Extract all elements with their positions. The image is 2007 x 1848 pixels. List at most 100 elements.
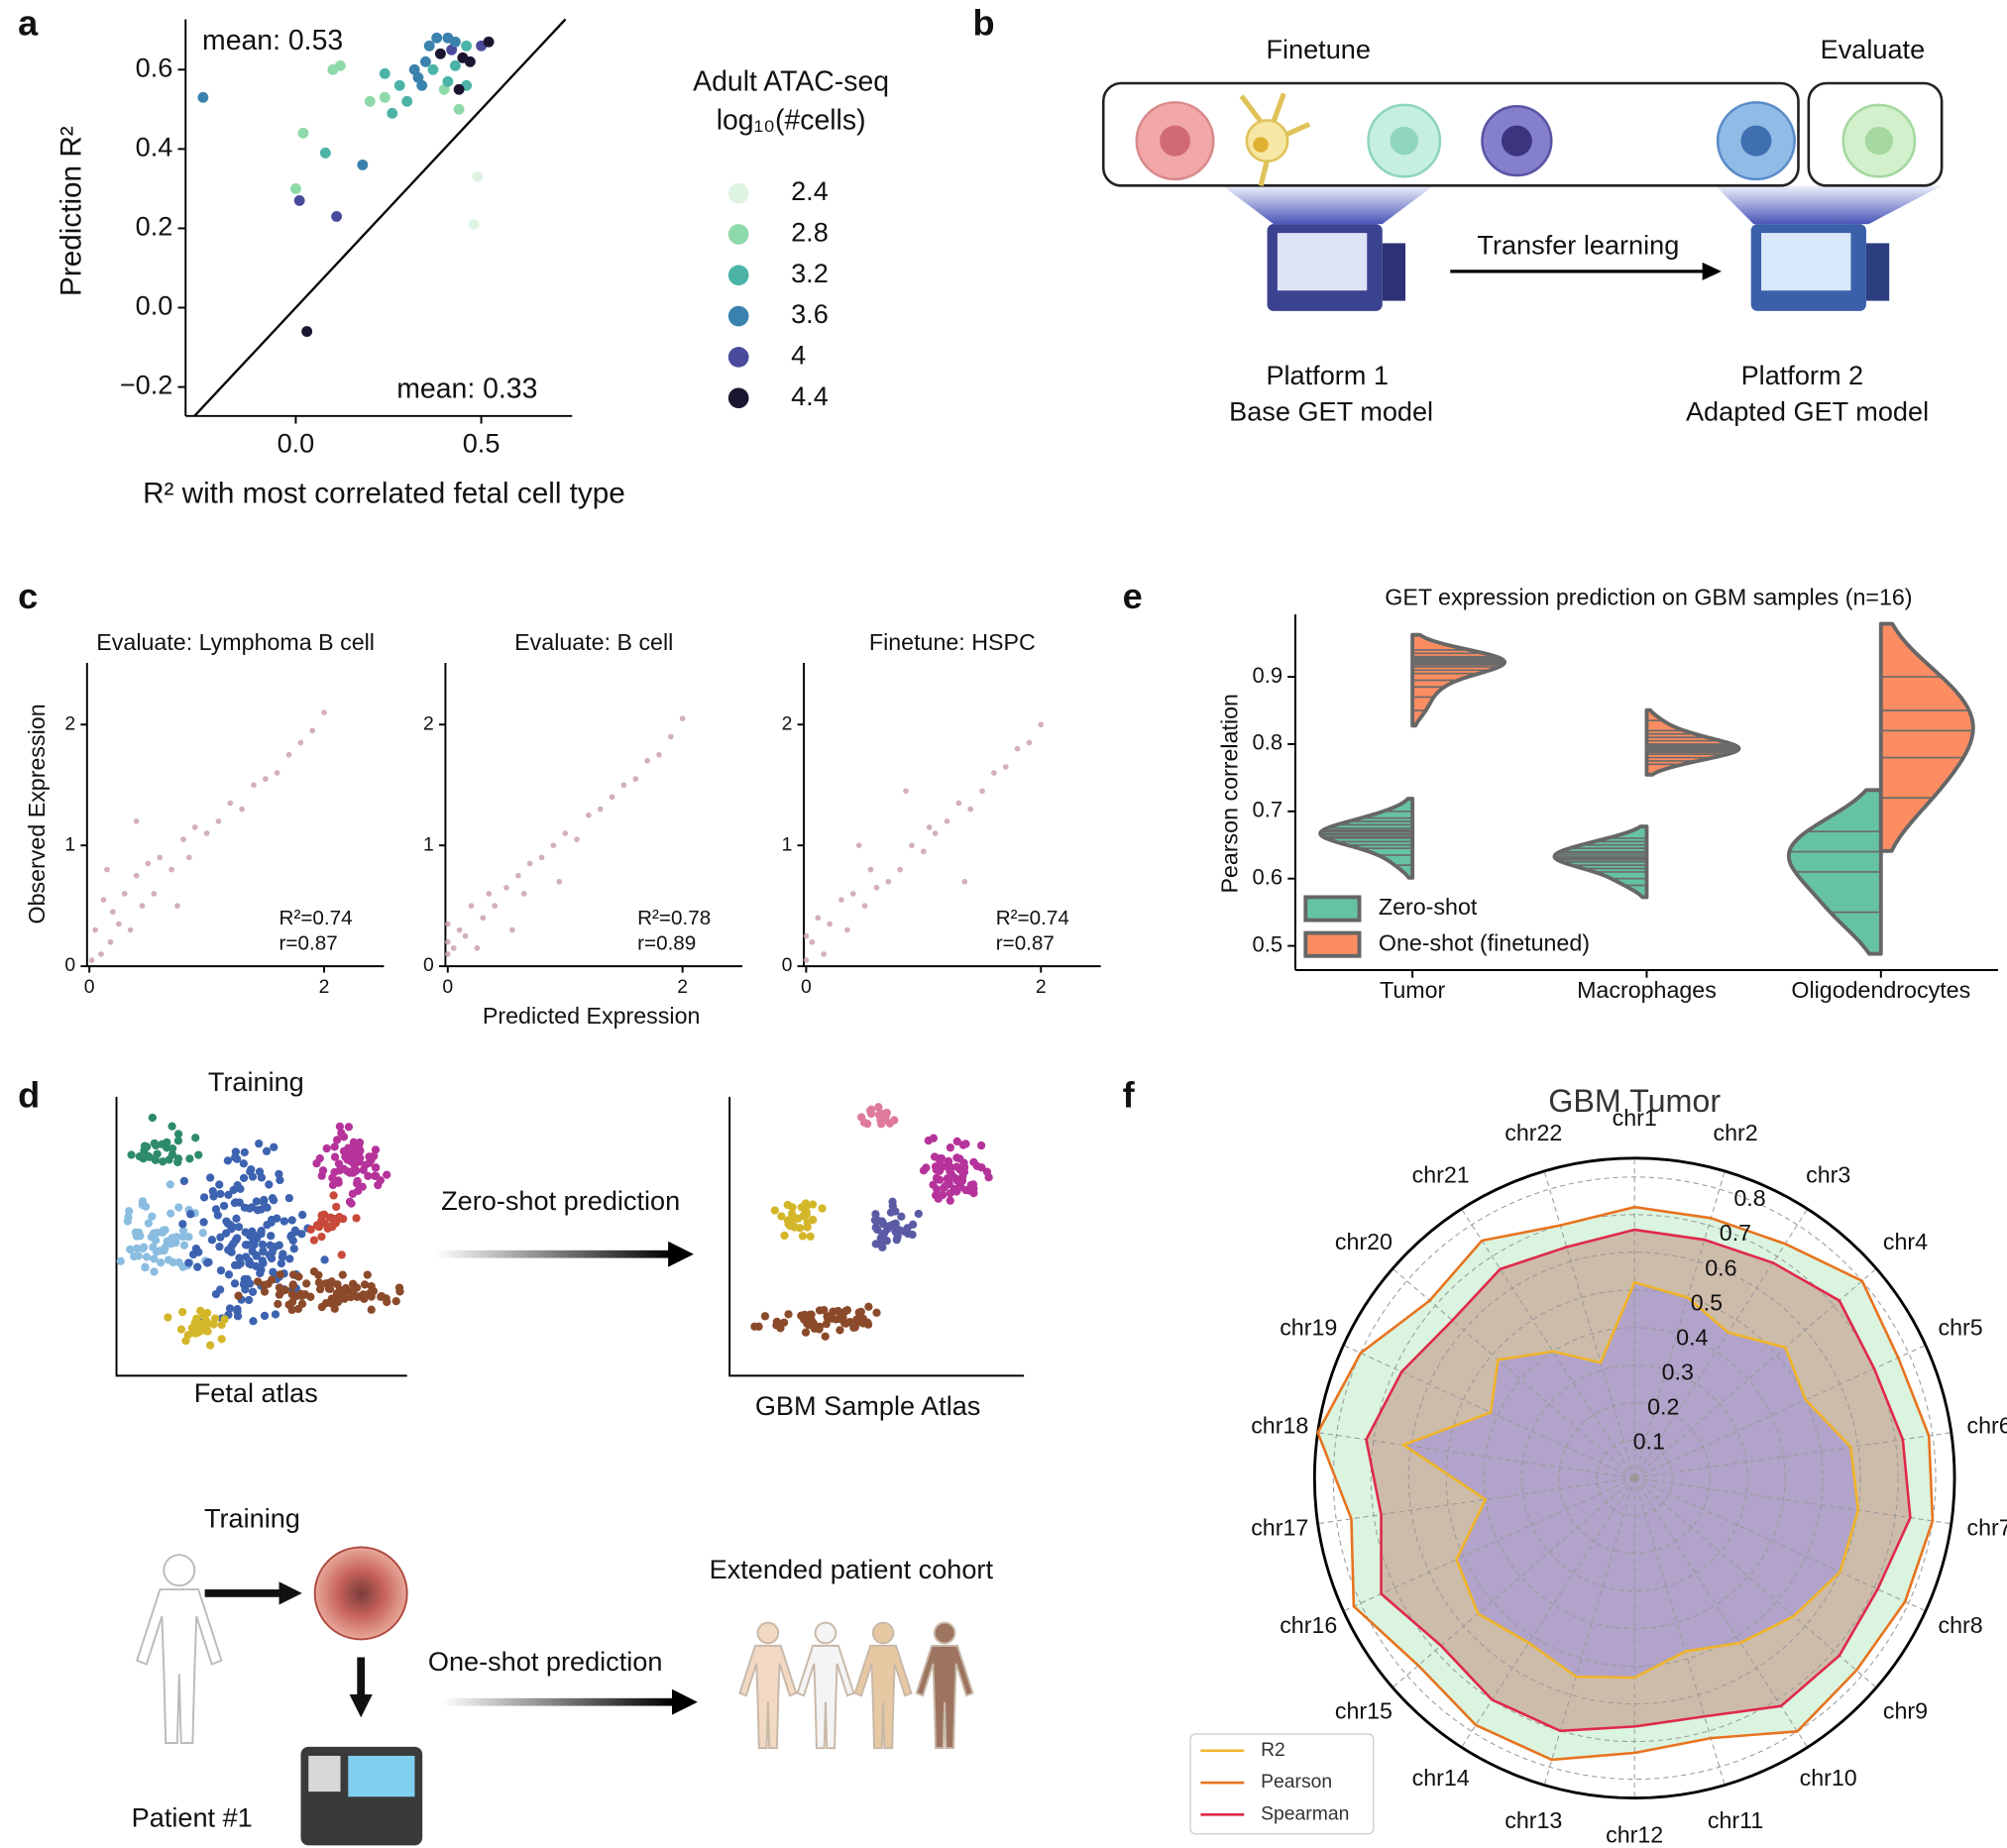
point: [334, 59, 346, 71]
person-body: [853, 1644, 913, 1750]
category-label: chr22: [1505, 1120, 1562, 1145]
category-label: chr21: [1412, 1162, 1470, 1188]
point: [609, 794, 615, 801]
cluster-dot: [865, 1106, 875, 1116]
cluster-dot: [191, 1244, 201, 1253]
cluster-dot: [803, 1223, 812, 1232]
cluster-dot: [194, 1150, 203, 1159]
cluster-dot: [335, 1122, 345, 1131]
point: [844, 926, 850, 933]
cluster-dot: [815, 1306, 825, 1315]
point: [486, 891, 493, 897]
y-tick-label: 0.0: [136, 290, 173, 321]
cluster-dot: [349, 1285, 358, 1295]
point: [462, 932, 469, 939]
r-tick-label: 0.2: [1647, 1394, 1679, 1420]
cluster-dot: [234, 1223, 244, 1232]
point: [301, 326, 313, 337]
cluster-dot: [275, 1241, 283, 1250]
cluster-dot: [331, 1293, 340, 1302]
cluster-dot: [888, 1197, 897, 1206]
person-head: [871, 1621, 895, 1645]
cluster-dot: [138, 1244, 148, 1253]
cluster-dot: [198, 1310, 208, 1319]
category-label: chr6: [1967, 1412, 2007, 1438]
cluster-dot: [253, 1206, 263, 1215]
point: [157, 854, 164, 861]
category-label: chr13: [1505, 1807, 1562, 1833]
category-label: chr2: [1713, 1120, 1757, 1145]
cluster-dot: [134, 1228, 144, 1238]
cluster-dot: [333, 1280, 342, 1289]
cluster-dot: [946, 1189, 954, 1198]
point: [821, 951, 828, 957]
machine-icon: [1750, 224, 1890, 311]
point: [215, 817, 222, 824]
point: [1014, 745, 1021, 752]
point: [88, 957, 95, 963]
radar-line: [1400, 1280, 1860, 1680]
point: [456, 926, 463, 933]
category-label: chr20: [1335, 1229, 1393, 1254]
category-label: chr16: [1280, 1612, 1337, 1638]
category-label: chr10: [1800, 1765, 1857, 1791]
cluster-dot: [233, 1312, 243, 1321]
y-tick-label: 1: [782, 833, 793, 855]
point: [483, 36, 495, 48]
legend-label: R2: [1261, 1739, 1285, 1761]
annotation: R²=0.78: [637, 907, 711, 929]
cluster-dot: [255, 1140, 264, 1148]
r-tick-label: 0.7: [1720, 1220, 1751, 1246]
point: [321, 709, 327, 715]
cluster-dot: [239, 1173, 249, 1182]
cluster-dot: [339, 1133, 349, 1141]
cluster-dot: [802, 1207, 811, 1216]
platform-label: Platform 2: [1741, 360, 1864, 390]
platform-label: Platform 1: [1266, 360, 1389, 390]
point: [955, 800, 962, 807]
point: [151, 891, 158, 897]
cluster-dot: [288, 1270, 298, 1279]
cluster-dot: [234, 1260, 243, 1269]
cluster-dot: [332, 1202, 341, 1212]
person-body: [796, 1644, 855, 1750]
cluster-dot: [330, 1142, 339, 1151]
point: [656, 751, 662, 758]
x-tick-label: 0: [801, 976, 812, 998]
cluster-dot: [150, 1139, 159, 1148]
cluster-dot: [235, 1198, 244, 1207]
platform-label: Adapted GET model: [1686, 395, 1929, 426]
cluster-dot: [270, 1142, 279, 1151]
cluster-dot: [334, 1159, 344, 1168]
cohort-label: Extended patient cohort: [710, 1554, 994, 1584]
r-tick-label: 0.1: [1633, 1429, 1665, 1455]
point: [251, 782, 257, 789]
cluster-dot: [372, 1171, 381, 1180]
cluster-dot: [306, 1225, 315, 1234]
diagram-b: Finetune Evaluate Transfer learning Plat…: [1101, 34, 1944, 426]
point: [115, 921, 122, 927]
point: [401, 95, 413, 107]
cluster-dot: [312, 1159, 321, 1168]
r-tick-label: 0.6: [1705, 1254, 1736, 1280]
cluster-dot: [317, 1232, 326, 1242]
point: [450, 944, 457, 951]
cluster-dot: [344, 1143, 353, 1152]
point: [632, 776, 639, 782]
cluster-dot: [204, 1257, 213, 1267]
category-label: chr19: [1280, 1315, 1337, 1341]
cluster-dot: [220, 1315, 229, 1324]
cluster-dot: [371, 1145, 381, 1154]
category-label: chr12: [1606, 1821, 1663, 1847]
legend-marker: [727, 224, 749, 245]
cluster-dot: [296, 1289, 305, 1298]
cluster-dot: [178, 1220, 187, 1229]
y-tick-label: −0.2: [120, 370, 173, 400]
legend-marker: [727, 347, 749, 368]
cluster-dot: [383, 1170, 391, 1179]
cluster-dot: [391, 1297, 400, 1306]
cluster-dot: [836, 1326, 844, 1335]
point: [861, 903, 868, 909]
cluster-dot: [864, 1302, 873, 1311]
